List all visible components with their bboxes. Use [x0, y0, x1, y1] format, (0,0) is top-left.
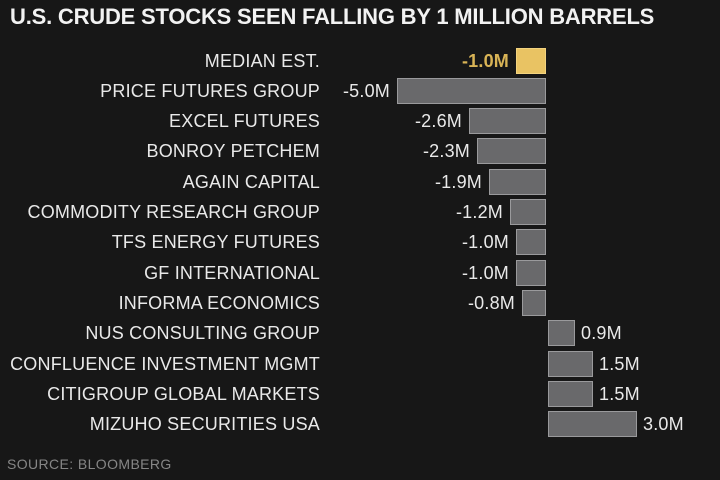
bar-row: GF INTERNATIONAL -1.0M — [0, 259, 720, 286]
category-label: PRICE FUTURES GROUP — [100, 80, 320, 101]
estimate-bar — [548, 350, 593, 377]
bar-row: AGAIN CAPITAL -1.9M — [0, 168, 720, 195]
estimate-bar — [510, 199, 546, 225]
category-label: BONROY PETCHEM — [146, 141, 320, 162]
estimate-bar — [516, 259, 546, 286]
category-label: GF INTERNATIONAL — [144, 262, 320, 283]
bar-value-label: -1.0M — [461, 232, 509, 253]
bar-value-label: -5.0M — [342, 80, 390, 101]
bar-value-label: 3.0M — [643, 414, 684, 435]
bar-value-label: -2.3M — [422, 141, 470, 162]
bar-value-label: 1.5M — [599, 383, 640, 404]
bar-value-label: -2.6M — [414, 111, 462, 132]
bar-row: MEDIAN EST. -1.0M — [0, 47, 720, 74]
bar-row: BONROY PETCHEM -2.3M — [0, 138, 720, 165]
bar-value-label: -1.2M — [455, 202, 503, 222]
category-label: NUS CONSULTING GROUP — [85, 323, 320, 344]
estimate-bar — [522, 289, 546, 316]
bar-value-label: -1.9M — [434, 171, 482, 192]
bar-row: EXCEL FUTURES -2.6M — [0, 108, 720, 135]
bar-row: CONFLUENCE INVESTMENT MGMT 1.5M — [0, 350, 720, 377]
estimate-bar — [516, 229, 546, 256]
bar-row: CITIGROUP GLOBAL MARKETS 1.5M — [0, 380, 720, 407]
estimate-bar — [548, 380, 593, 407]
estimate-bar — [489, 168, 546, 195]
bar-value-label: 1.5M — [599, 353, 640, 374]
category-label: COMMODITY RESEARCH GROUP — [27, 202, 320, 222]
bar-row: PRICE FUTURES GROUP -5.0M — [0, 77, 720, 104]
category-label: EXCEL FUTURES — [169, 111, 320, 132]
bar-value-label: -0.8M — [467, 292, 515, 313]
bar-value-label: -1.0M — [461, 50, 509, 71]
category-label: MIZUHO SECURITIES USA — [89, 414, 320, 435]
bar-value-label: -1.0M — [461, 262, 509, 283]
category-label: TFS ENERGY FUTURES — [111, 232, 320, 253]
chart-title: U.S. CRUDE STOCKS SEEN FALLING BY 1 MILL… — [10, 4, 655, 29]
bar-row: NUS CONSULTING GROUP 0.9M — [0, 320, 720, 347]
source-credit: SOURCE: BLOOMBERG — [7, 456, 172, 472]
estimate-bar — [397, 77, 546, 104]
bar-row: COMMODITY RESEARCH GROUP -1.2M — [0, 199, 720, 225]
category-label: INFORMA ECONOMICS — [118, 292, 320, 313]
estimate-bar — [477, 138, 546, 165]
bar-row: INFORMA ECONOMICS -0.8M — [0, 289, 720, 316]
category-label: AGAIN CAPITAL — [182, 171, 320, 192]
median-estimate-bar — [516, 47, 546, 74]
bar-value-label: 0.9M — [581, 323, 622, 344]
category-label: CONFLUENCE INVESTMENT MGMT — [10, 353, 320, 374]
bar-row: MIZUHO SECURITIES USA 3.0M — [0, 411, 720, 438]
category-label: MEDIAN EST. — [204, 50, 320, 71]
estimate-bar — [548, 411, 637, 438]
bar-row: TFS ENERGY FUTURES -1.0M — [0, 229, 720, 256]
category-label: CITIGROUP GLOBAL MARKETS — [47, 383, 320, 404]
estimate-bar — [548, 320, 575, 347]
estimate-bar — [469, 108, 546, 135]
